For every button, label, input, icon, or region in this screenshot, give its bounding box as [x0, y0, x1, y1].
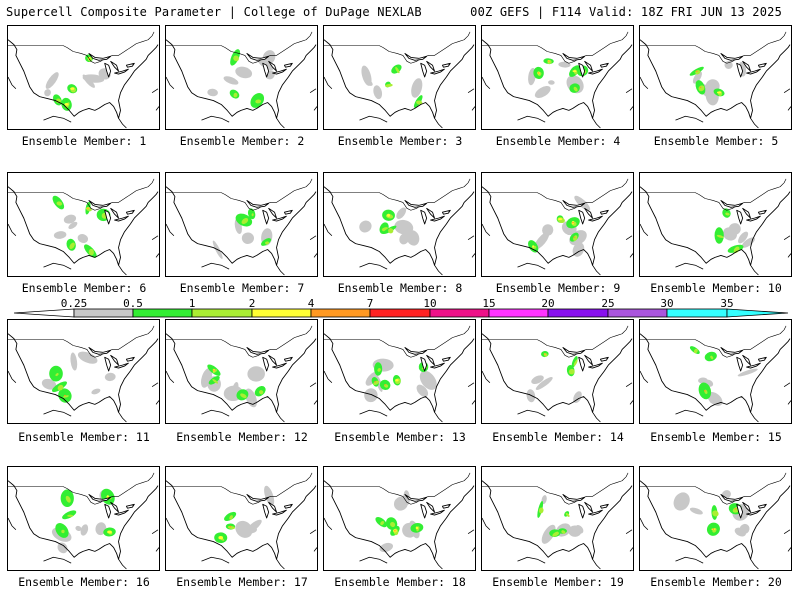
- colorbar-segment: [607, 308, 668, 318]
- colorbar-segment: [547, 308, 609, 318]
- colorbar-tick-label: 30: [660, 297, 673, 310]
- colorbar-tick-label: 0.5: [123, 297, 143, 310]
- colorbar-segment: [310, 308, 371, 318]
- colorbar-tick-label: 4: [308, 297, 315, 310]
- run-info: 00Z GEFS | F114 Valid: 18Z FRI JUN 13 20…: [470, 5, 782, 19]
- colorbar-segment: [251, 308, 312, 318]
- colorbar-tick-label: 1: [189, 297, 196, 310]
- member-map-11: [7, 319, 160, 424]
- member-map-14: [481, 319, 634, 424]
- color-scale-bar: 0.25 0.5 1 2 4 7 10 15 20 25 30 35: [14, 297, 789, 318]
- member-map-16: [7, 466, 160, 571]
- colorbar-tick-label: 15: [482, 297, 495, 310]
- member-label-18: Ensemble Member: 18: [334, 575, 466, 589]
- member-map-2: [165, 25, 318, 130]
- member-label-8: Ensemble Member: 8: [337, 281, 463, 295]
- member-map-19: [481, 466, 634, 571]
- member-map-12: [165, 319, 318, 424]
- member-label-19: Ensemble Member: 19: [492, 575, 624, 589]
- colorbar-tick-label: 7: [367, 297, 374, 310]
- colorbar-segment: [488, 308, 549, 318]
- member-label-17: Ensemble Member: 17: [176, 575, 308, 589]
- member-map-20: [639, 466, 792, 571]
- colorbar-segment: [666, 308, 728, 318]
- colorbar-segment: [73, 308, 134, 318]
- member-map-3: [323, 25, 476, 130]
- member-map-4: [481, 25, 634, 130]
- member-label-5: Ensemble Member: 5: [653, 134, 779, 148]
- member-map-6: [7, 172, 160, 277]
- member-map-17: [165, 466, 318, 571]
- member-label-4: Ensemble Member: 4: [495, 134, 621, 148]
- colorbar-tick-label: 20: [541, 297, 554, 310]
- member-label-14: Ensemble Member: 14: [492, 430, 624, 444]
- member-label-6: Ensemble Member: 6: [21, 281, 147, 295]
- page-title: Supercell Composite Parameter | College …: [6, 5, 422, 19]
- member-label-16: Ensemble Member: 16: [18, 575, 150, 589]
- colorbar-segment: [14, 308, 75, 318]
- member-label-7: Ensemble Member: 7: [179, 281, 305, 295]
- colorbar-tick-label: 10: [423, 297, 436, 310]
- member-map-7: [165, 172, 318, 277]
- colorbar-segment: [369, 308, 431, 318]
- colorbar-tick-label: 0.25: [61, 297, 88, 310]
- member-label-1: Ensemble Member: 1: [21, 134, 147, 148]
- member-label-15: Ensemble Member: 15: [650, 430, 782, 444]
- member-label-2: Ensemble Member: 2: [179, 134, 305, 148]
- member-label-10: Ensemble Member: 10: [650, 281, 782, 295]
- member-label-13: Ensemble Member: 13: [334, 430, 466, 444]
- member-map-8: [323, 172, 476, 277]
- member-label-11: Ensemble Member: 11: [18, 430, 150, 444]
- colorbar-segment: [191, 308, 253, 318]
- colorbar-segment: [726, 308, 789, 318]
- colorbar-segment: [132, 308, 193, 318]
- member-label-3: Ensemble Member: 3: [337, 134, 463, 148]
- member-map-1: [7, 25, 160, 130]
- member-map-5: [639, 25, 792, 130]
- colorbar-segment: [429, 308, 490, 318]
- member-map-10: [639, 172, 792, 277]
- member-label-9: Ensemble Member: 9: [495, 281, 621, 295]
- colorbar-tick-label: 35: [720, 297, 733, 310]
- member-map-18: [323, 466, 476, 571]
- member-map-13: [323, 319, 476, 424]
- colorbar-tick-label: 2: [249, 297, 256, 310]
- member-map-15: [639, 319, 792, 424]
- member-map-9: [481, 172, 634, 277]
- colorbar-tick-label: 25: [601, 297, 614, 310]
- member-label-12: Ensemble Member: 12: [176, 430, 308, 444]
- member-label-20: Ensemble Member: 20: [650, 575, 782, 589]
